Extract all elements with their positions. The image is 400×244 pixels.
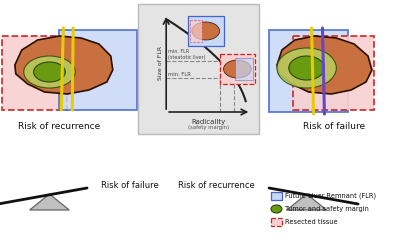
FancyBboxPatch shape <box>271 192 282 200</box>
Text: Risk of recurrence: Risk of recurrence <box>18 122 100 131</box>
Ellipse shape <box>24 56 75 88</box>
Ellipse shape <box>289 56 324 80</box>
FancyBboxPatch shape <box>293 36 374 110</box>
FancyBboxPatch shape <box>271 218 282 226</box>
Text: Resected tissue: Resected tissue <box>285 219 338 225</box>
Text: Risk of failure: Risk of failure <box>101 182 159 191</box>
Polygon shape <box>30 194 69 210</box>
Polygon shape <box>277 36 372 94</box>
Ellipse shape <box>224 60 251 78</box>
Text: min. FLR
(steatotic liver): min. FLR (steatotic liver) <box>168 49 206 60</box>
Text: Future Liver Remnant (FLR): Future Liver Remnant (FLR) <box>285 193 376 199</box>
FancyBboxPatch shape <box>188 16 224 46</box>
Ellipse shape <box>34 62 65 82</box>
Ellipse shape <box>192 22 220 40</box>
Text: Tumor and safety margin: Tumor and safety margin <box>285 206 369 212</box>
Polygon shape <box>287 194 326 210</box>
Text: (safety margin): (safety margin) <box>188 125 229 130</box>
FancyBboxPatch shape <box>236 58 253 80</box>
FancyBboxPatch shape <box>2 36 67 110</box>
FancyBboxPatch shape <box>190 20 202 42</box>
Text: Risk of recurrence: Risk of recurrence <box>178 182 255 191</box>
Text: Size of FLR: Size of FLR <box>158 46 163 80</box>
Polygon shape <box>15 36 113 94</box>
FancyBboxPatch shape <box>269 30 348 112</box>
Text: Radicality: Radicality <box>192 119 226 125</box>
Text: Risk of failure: Risk of failure <box>303 122 366 131</box>
FancyBboxPatch shape <box>220 54 255 84</box>
FancyBboxPatch shape <box>138 4 259 134</box>
Text: min. FLR: min. FLR <box>168 72 191 77</box>
Ellipse shape <box>271 205 282 213</box>
FancyBboxPatch shape <box>59 30 136 110</box>
Ellipse shape <box>277 48 336 88</box>
